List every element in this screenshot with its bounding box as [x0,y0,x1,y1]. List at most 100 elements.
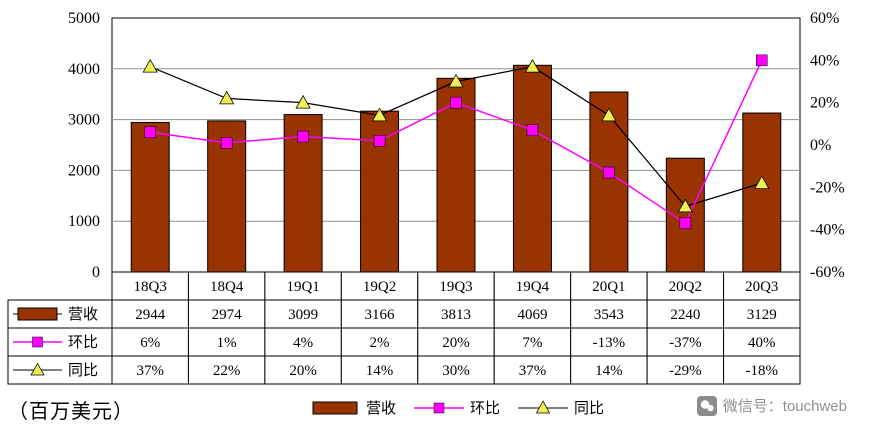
table-cell [417,299,495,329]
table-cell [187,355,266,385]
category-label: 19Q4 [516,279,550,295]
category-label: 18Q4 [210,279,244,295]
legend-key-qoq [414,402,465,413]
category-label: 19Q2 [363,279,396,295]
revenue-bar [130,121,170,273]
revenue-swatch [312,401,358,414]
revenue-bar [589,91,629,273]
table-cell [723,327,801,357]
row-header-label: 营收 [68,306,98,323]
legend-item-revenue: 营收 [310,397,396,418]
table-value: 14% [366,363,394,379]
wechat-icon [696,395,717,416]
category-cell [723,271,801,301]
legend-label: 环比 [470,401,501,417]
category-cell [570,271,648,301]
chart-legend: 营收 环比 同比 [310,397,604,418]
table-cell [646,327,725,357]
table-cell [417,355,495,385]
left-axis-tick: 4000 [68,61,100,78]
qoq-point [756,54,768,67]
table-value: 1% [217,335,237,351]
table-value: -29% [669,363,702,379]
category-label: 19Q1 [286,279,319,295]
chart-footer: （百万美元） 营收 环比 同比 微信号：touchweb [0,385,869,440]
table-value: 20% [289,363,317,379]
table-cell [264,299,342,329]
table-cell [493,327,572,357]
left-axis-tick: 0 [92,264,100,281]
table-value: 14% [595,363,623,379]
revenue-bar [436,77,476,273]
left-axis-tick: 2000 [68,162,100,179]
right-axis-tick: 0% [810,137,831,154]
table-cell [264,327,342,357]
table-cell [111,327,189,357]
table-value: 3543 [594,307,624,323]
table-value: 6% [140,335,160,351]
table-value: 40% [748,335,776,351]
category-label: 20Q2 [669,279,702,295]
right-axis-tick: 60% [810,10,839,27]
qoq-point [144,126,156,139]
yoy-point [219,90,235,105]
yoy-key-marker [30,362,45,376]
left-axis-tick: 1000 [68,213,100,230]
right-axis-tick: -20% [810,179,845,196]
legend-item-yoy: 同比 [518,397,604,418]
category-cell [187,271,266,301]
qoq-point [297,130,309,143]
table-cell [646,299,725,329]
table-value: 20% [442,335,470,351]
category-label: 18Q3 [134,279,167,295]
table-value: 22% [213,363,241,379]
table-value: -37% [669,335,702,351]
table-cell [723,355,801,385]
yoy-point [295,94,311,109]
yoy-point [448,73,464,88]
unit-label: （百万美元） [8,401,134,423]
table-cell [264,355,342,385]
table-cell [187,299,266,329]
table-value: 2944 [135,307,166,323]
table-cell [111,299,189,329]
table-cell [340,299,419,329]
row-header-label: 同比 [68,362,98,379]
table-value: 3099 [288,307,318,323]
table-cell [646,355,725,385]
table-value: 37% [519,363,547,379]
qoq-point [526,124,539,136]
table-value: 3813 [441,307,471,323]
revenue-bar [512,64,552,273]
right-axis-tick: -40% [810,222,845,239]
left-axis-tick: 5000 [68,10,100,27]
qoq-point [679,217,692,230]
yoy-point [677,198,693,213]
table-value: 4% [293,335,313,351]
table-value: 3129 [747,307,777,323]
row-header-label: 环比 [68,334,98,351]
right-axis-tick: -60% [810,264,845,281]
table-cell [340,327,419,357]
left-axis-tick: 3000 [68,112,100,129]
table-value: 37% [136,363,164,379]
qoq-point [450,96,462,109]
yoy-point [142,58,158,73]
legend-item-qoq: 环比 [414,397,500,418]
revenue-swatch [17,307,58,321]
table-value: 4069 [517,307,547,323]
watermark: 微信号：touchweb [696,395,847,416]
qoq-point [220,137,233,149]
table-value: 7% [522,335,542,351]
category-cell [264,271,342,301]
watermark-text: 微信号：touchweb [722,398,847,415]
qoq-marker [433,402,445,413]
table-cell [493,355,572,385]
category-label: 19Q3 [439,279,472,295]
qoq-point [603,166,615,179]
legend-key-revenue [312,401,358,414]
table-cell [570,355,648,385]
category-cell [417,271,495,301]
table-value: 30% [442,363,470,379]
